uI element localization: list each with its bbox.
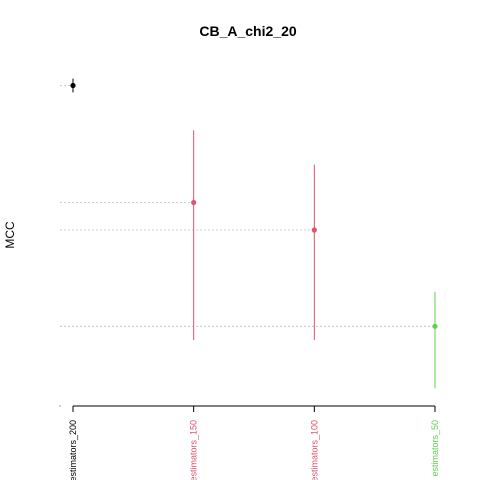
x-tick-label-estimators_100: estimators_100: [309, 420, 319, 480]
x-tick-labels: estimators_200 estimators_150 estimators_1…: [68, 420, 440, 480]
x-axis: [59, 405, 436, 412]
reference-lines: [60, 85, 435, 327]
x-tick-label-estimators_50: estimators_50: [430, 420, 440, 477]
chart-title: CB_A_chi2_20: [199, 23, 296, 39]
x-tick-label-estimators_200: estimators_200: [68, 420, 78, 480]
y-axis-label: MCC: [3, 221, 17, 249]
axis-origin-dot: [59, 405, 61, 407]
error-bars: [70, 78, 438, 389]
point-estimators_200: [70, 82, 76, 89]
x-tick-label-estimators_150: estimators_150: [189, 420, 199, 480]
point-estimators_100: [311, 227, 317, 233]
point-estimators_150: [191, 199, 197, 206]
point-estimators_50: [432, 323, 438, 329]
